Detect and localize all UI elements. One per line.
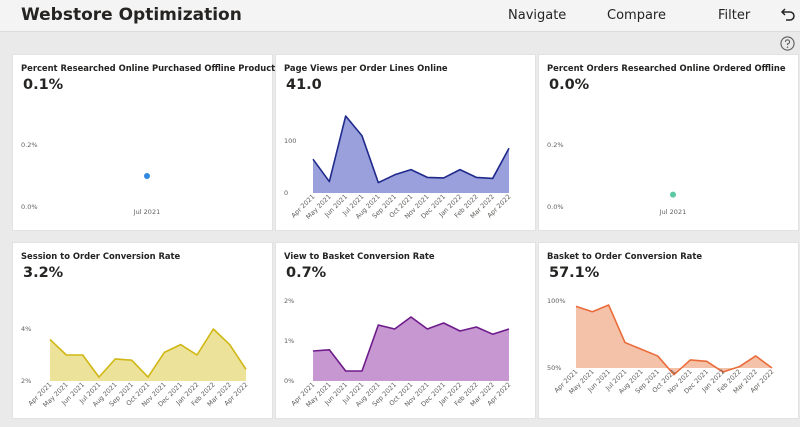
navigate-button[interactable]: Navigate (508, 8, 567, 23)
series-line (575, 304, 773, 376)
question-circle-icon[interactable] (780, 36, 795, 51)
y-tick-label: 100% (547, 297, 566, 305)
y-tick-label: 0.0% (21, 203, 38, 211)
card-title: Page Views per Order Lines Online (284, 63, 448, 73)
filter-button[interactable]: Filter (718, 8, 751, 23)
chart: 0.2% 0.0% Jul 2021 (21, 141, 160, 216)
y-tick-label: 0.2% (21, 141, 38, 149)
y-tick-label: 0.0% (547, 203, 564, 211)
y-tick-label: 0.2% (547, 141, 564, 149)
data-point (144, 173, 150, 179)
series-line (312, 115, 510, 184)
card-value: 41.0 (286, 77, 322, 93)
y-tick-label: 50% (547, 364, 561, 372)
card-value: 0.1% (23, 77, 64, 93)
kpi-card-page-views-per-order-lines[interactable]: Page Views per Order Lines Online 41.0 1… (276, 55, 535, 230)
y-tick-label: 2% (21, 377, 31, 385)
kpi-card-researched-online-purchased-offline[interactable]: Percent Researched Online Purchased Offl… (13, 55, 280, 230)
app-title: Webstore Optimization (21, 5, 242, 25)
area-fill (576, 305, 772, 375)
y-tick-label: 2% (284, 297, 294, 305)
kpi-card-orders-researched-online-ordered-offline[interactable]: Percent Orders Researched Online Ordered… (539, 55, 798, 230)
card-value: 57.1% (549, 265, 600, 281)
series-line (49, 328, 247, 378)
card-title: Basket to Order Conversion Rate (547, 251, 703, 261)
top-bar: Webstore Optimization Navigate Compare F… (0, 0, 800, 32)
area-fill (313, 317, 509, 381)
y-tick-label: 0% (284, 377, 294, 385)
card-value: 3.2% (23, 265, 64, 281)
kpi-card-view-to-basket-conversion[interactable]: View to Basket Conversion Rate 0.7% 2% 1%… (276, 243, 535, 418)
x-tick-label: Jul 2021 (133, 208, 160, 216)
card-title: Percent Researched Online Purchased Offl… (21, 63, 281, 73)
kpi-card-session-to-order-conversion[interactable]: Session to Order Conversion Rate 3.2% 4%… (13, 243, 272, 418)
card-title: Percent Orders Researched Online Ordered… (547, 63, 786, 73)
data-point (670, 191, 676, 198)
y-tick-label: 100 (284, 137, 296, 145)
y-tick-label: 1% (284, 337, 294, 345)
chart: 0.2% 0.0% Jul 2021 (547, 141, 686, 216)
back-arrow-icon[interactable] (780, 6, 796, 22)
card-title: Session to Order Conversion Rate (21, 251, 181, 261)
kpi-card-basket-to-order-conversion[interactable]: Basket to Order Conversion Rate 57.1% 10… (539, 243, 798, 418)
y-tick-label: 0 (284, 189, 288, 197)
x-tick-label: Jul 2021 (659, 208, 686, 216)
area-fill (50, 329, 246, 381)
card-value: 0.0% (549, 77, 590, 93)
area-fill (313, 116, 509, 193)
series-line (312, 316, 510, 372)
card-value: 0.7% (286, 265, 327, 281)
compare-button[interactable]: Compare (607, 8, 666, 23)
y-tick-label: 4% (21, 325, 31, 333)
card-title: View to Basket Conversion Rate (284, 251, 435, 261)
